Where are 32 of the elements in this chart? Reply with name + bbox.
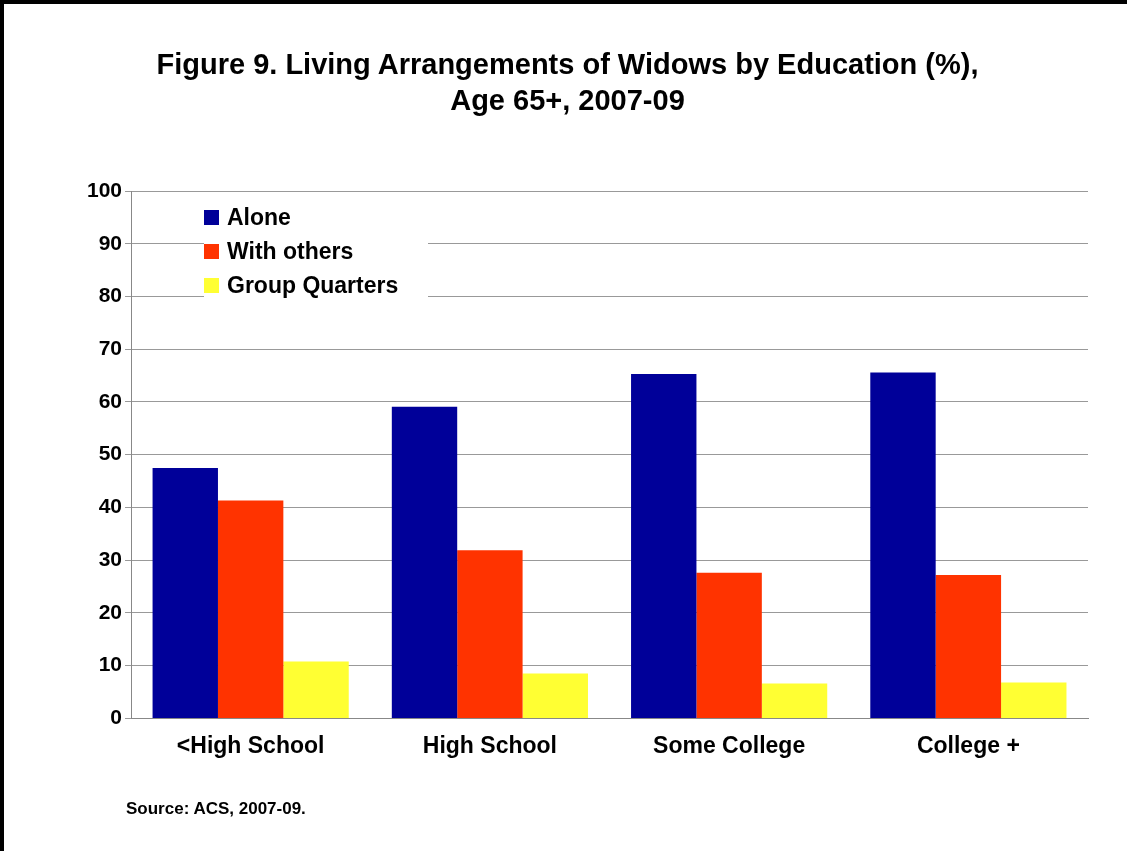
bar bbox=[631, 374, 697, 718]
y-tick-label: 50 bbox=[98, 441, 123, 465]
source-note: Source: ACS, 2007-09. bbox=[126, 799, 306, 819]
bar bbox=[935, 574, 1002, 718]
bar bbox=[696, 572, 762, 718]
bar bbox=[870, 372, 936, 718]
bar bbox=[457, 550, 523, 718]
x-tick-label: College + bbox=[916, 731, 1020, 758]
legend-label: Group Quarters bbox=[227, 271, 399, 299]
bar bbox=[761, 683, 828, 718]
y-tick-label: 10 bbox=[98, 652, 123, 676]
legend-label: Alone bbox=[227, 203, 291, 231]
y-tick-label: 20 bbox=[98, 599, 123, 623]
bar bbox=[1001, 682, 1067, 718]
x-tick-label: <High School bbox=[176, 731, 325, 758]
y-tick-label: 70 bbox=[98, 336, 123, 360]
x-tick-label: High School bbox=[422, 731, 557, 758]
y-tick-label: 40 bbox=[98, 494, 123, 518]
bar bbox=[283, 661, 349, 718]
y-tick-label: 0 bbox=[110, 705, 123, 729]
y-tick-label: 30 bbox=[98, 546, 123, 570]
legend-label: With others bbox=[227, 237, 354, 265]
bar bbox=[152, 467, 218, 718]
y-tick-label: 90 bbox=[98, 230, 123, 254]
chart-title: Figure 9. Living Arrangements of Widows by Education (%), Age 65+, 2007-09 bbox=[155, 47, 980, 118]
bar bbox=[391, 406, 458, 718]
bar bbox=[217, 500, 284, 718]
x-tick-label: Some College bbox=[653, 731, 806, 758]
bar bbox=[522, 673, 588, 718]
y-tick-label: 80 bbox=[98, 283, 123, 307]
y-tick-label: 100 bbox=[86, 177, 123, 201]
y-tick-label: 60 bbox=[98, 388, 123, 412]
